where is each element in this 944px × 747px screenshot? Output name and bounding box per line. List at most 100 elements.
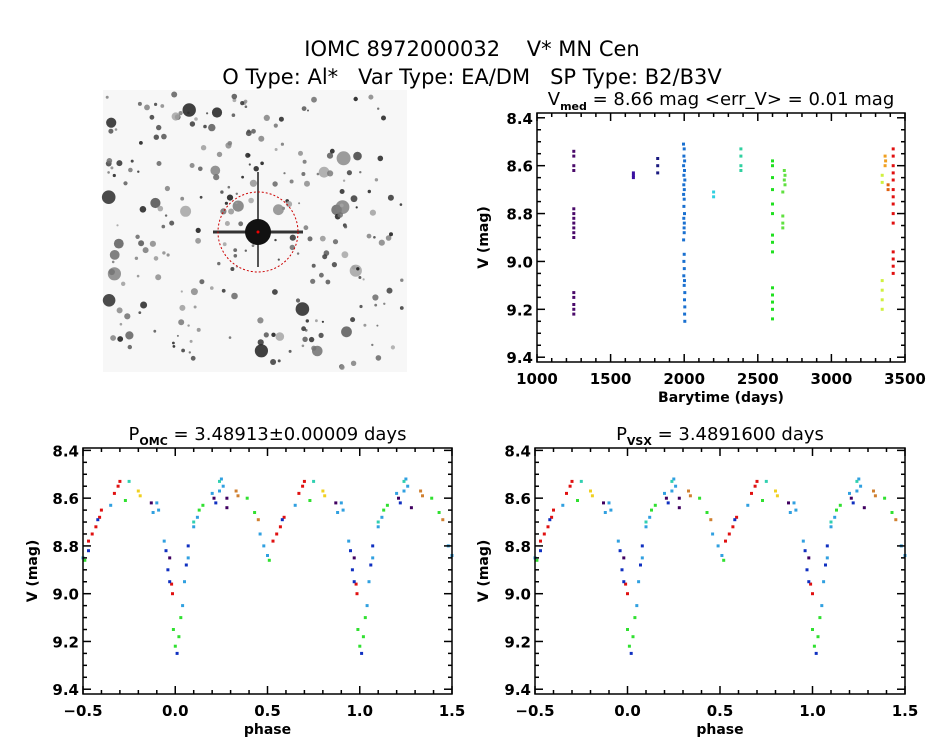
data-point [404,477,408,481]
data-point [572,164,576,168]
data-point [149,501,153,505]
star [116,307,123,314]
data-point [677,496,681,500]
star [161,224,166,229]
y-tick-label: 9.2 [52,633,79,651]
star [329,148,335,154]
star [155,274,162,281]
star [399,203,403,206]
star [203,124,207,129]
star [162,251,166,255]
star [339,189,345,194]
star [210,286,214,290]
data-point [883,496,887,500]
data-point [682,142,685,146]
data-point [894,518,898,522]
star [231,292,238,300]
data-point [83,558,87,562]
data-point [542,532,546,536]
data-point [639,563,642,567]
star [311,96,317,103]
data-point [880,279,884,283]
star [127,344,132,350]
data-point [873,494,877,498]
data-point [891,202,895,206]
data-point [787,501,790,505]
y-tick-label: 8.6 [506,158,533,176]
data-point [192,525,196,529]
data-point [271,539,275,543]
star [142,247,149,254]
star [180,205,192,217]
data-point [644,520,648,524]
data-point [112,491,116,495]
data-point [705,511,709,514]
star [350,360,357,366]
star [200,145,207,151]
data-point [716,544,720,548]
star-field-image [101,90,407,372]
star [116,224,119,227]
star [272,181,278,187]
star [311,263,316,268]
data-point [166,568,170,572]
star [149,114,155,120]
data-point [683,169,686,172]
plot-title-main: P [616,424,627,445]
data-point [688,494,692,498]
data-point [829,525,833,529]
star [180,290,183,293]
data-point [572,303,576,306]
data-point [792,501,796,505]
star [107,171,110,174]
data-point [570,479,574,483]
data-point [98,515,102,519]
data-point [157,508,161,512]
data-point [824,563,827,567]
plot-title-rest: = 8.66 mag <err_V> = 0.01 mag [587,89,894,110]
data-point [722,558,726,562]
data-point [822,580,826,584]
data-point [683,178,687,182]
data-point [891,257,895,261]
star [251,128,256,134]
star [139,206,147,213]
data-point [805,568,809,572]
data-point [682,252,686,256]
plot-title-rest: = 3.4891600 days [652,424,824,445]
star [301,344,305,348]
data-point [181,604,185,608]
x-axis-label: Barytime (days) [658,390,784,406]
data-point [682,231,686,235]
data-point [735,515,739,519]
x-tick-label: 0.0 [614,702,641,720]
star [208,123,216,132]
data-point [116,484,120,488]
star [289,179,294,184]
star [149,240,156,247]
star [190,288,198,296]
data-point [572,154,576,158]
star [179,304,186,311]
star [180,196,185,201]
data-point [771,250,774,254]
data-point [733,518,737,522]
y-axis-label: V (mag) [476,540,492,603]
star [375,355,382,361]
data-point [179,616,183,620]
star [341,326,352,338]
star [101,190,116,204]
x-tick-label: 1.0 [346,702,373,720]
data-point [607,501,611,505]
star [128,167,133,173]
star [195,237,202,244]
star [140,301,148,309]
data-point [355,592,359,596]
data-point [361,635,365,639]
data-point [371,556,375,560]
star [232,98,237,103]
data-point [891,212,895,216]
data-point [682,173,686,177]
data-point [245,496,249,500]
data-point [890,511,894,514]
